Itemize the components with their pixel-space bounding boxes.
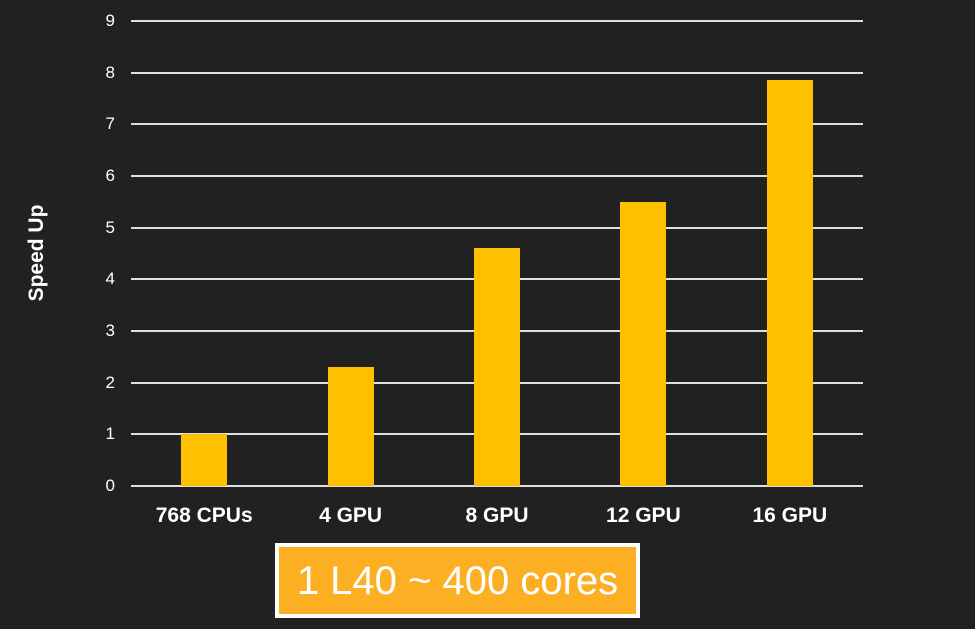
gridline bbox=[131, 485, 863, 487]
y-tick-label: 4 bbox=[105, 269, 115, 289]
gridline bbox=[131, 20, 863, 22]
y-tick-label: 5 bbox=[105, 217, 115, 237]
y-tick-label: 6 bbox=[105, 166, 115, 185]
x-category-label: 12 GPU bbox=[606, 504, 681, 527]
bar bbox=[327, 367, 374, 486]
gridline bbox=[131, 226, 863, 229]
x-category-label: 16 GPU bbox=[752, 504, 828, 527]
y-tick-label: 1 bbox=[105, 424, 115, 444]
bar bbox=[181, 434, 228, 486]
y-tick-label: 3 bbox=[105, 321, 115, 340]
x-category-label: 8 GPU bbox=[465, 504, 529, 527]
bar bbox=[474, 248, 520, 486]
bar bbox=[620, 201, 667, 486]
x-category-label: 768 CPUs bbox=[155, 504, 253, 527]
caption-text: 1 L40 ~ 400 cores bbox=[296, 558, 619, 603]
gridline bbox=[131, 71, 863, 74]
y-tick-label: 2 bbox=[105, 372, 115, 392]
y-tick-label: 8 bbox=[105, 62, 115, 82]
y-tick-label: 0 bbox=[105, 476, 115, 495]
bar bbox=[766, 80, 813, 486]
x-category-label: 4 GPU bbox=[319, 504, 383, 527]
gridline bbox=[131, 123, 863, 126]
y-tick-label: 9 bbox=[105, 11, 115, 30]
gridline bbox=[131, 175, 863, 177]
y-axis-title: Speed Up bbox=[25, 204, 48, 302]
y-tick-label: 7 bbox=[105, 114, 115, 134]
caption-box: 1 L40 ~ 400 cores bbox=[275, 543, 640, 618]
